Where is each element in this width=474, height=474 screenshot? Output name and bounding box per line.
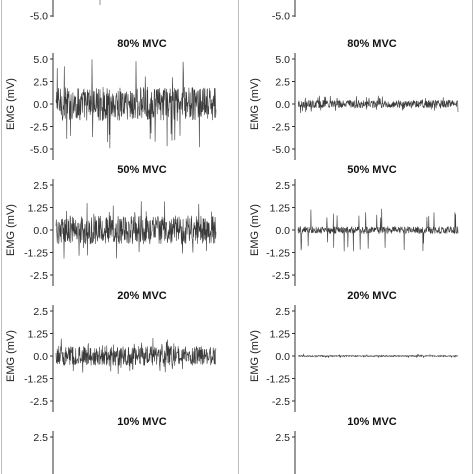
panel-title-left: 80% MVC: [117, 38, 167, 50]
tick-label: -2.5: [30, 396, 48, 408]
tick-label: -1.25: [24, 373, 48, 385]
tick-label: 2.5: [33, 306, 48, 318]
tick-label: 1.25: [270, 202, 291, 214]
y-axis-label-right: EMG (mV): [249, 78, 261, 130]
partial-top-panel: -5.0 -5.0: [30, 0, 296, 23]
emg-signal-right: [297, 95, 459, 113]
emg-signal-left: [55, 338, 217, 374]
tick-label: 0.0: [33, 225, 48, 237]
tick-label: 1.25: [270, 328, 291, 340]
tick-label: -2.5: [272, 270, 290, 282]
tick-label: -5.0: [30, 144, 48, 156]
y-axis-label-left: EMG (mV): [5, 330, 17, 382]
tick-label: 1.25: [28, 202, 49, 214]
y-axis-label-right: EMG (mV): [249, 204, 261, 256]
panel-title-right: 20% MVC: [347, 290, 397, 302]
tick-label: -2.5: [272, 396, 290, 408]
tick-label: 1.25: [28, 328, 49, 340]
tick-label: 2.5: [33, 76, 48, 88]
y-axis-label-left: EMG (mV): [5, 78, 17, 130]
tick-label: 0.0: [33, 99, 48, 111]
emg-signal-left: [55, 201, 217, 259]
emg-panels: 80% MVC 5.0 2.5 0.0 -2.5 -5.0 EMG (mV) 80% MVC 5…: [5, 38, 459, 474]
top-tick-label-left: -5.0: [30, 11, 48, 23]
tick-label: 0.0: [33, 351, 48, 363]
tick-label: -2.5: [30, 270, 48, 282]
panel-4: 10% MVC 2.5 10% MVC 2.5: [33, 416, 397, 474]
emg-signal-right: [297, 353, 459, 359]
tick-label: -1.25: [266, 247, 290, 259]
tick-label: 0.0: [275, 225, 290, 237]
y-axis-label-left: EMG (mV): [5, 204, 17, 256]
panel-title-right: 80% MVC: [347, 38, 397, 50]
tick-label: 5.0: [33, 54, 48, 66]
tick-label: 5.0: [275, 54, 290, 66]
emg-signal-right: [297, 208, 459, 252]
tick-label: 2.5: [275, 76, 290, 88]
panel-title-right: 50% MVC: [347, 164, 397, 176]
tick-label: 0.0: [275, 99, 290, 111]
tick-label: -2.5: [30, 121, 48, 133]
panel-title-left: 10% MVC: [117, 416, 167, 428]
y-axis-label-right: EMG (mV): [249, 330, 261, 382]
panel-title-left: 50% MVC: [117, 164, 167, 176]
tick-label: -1.25: [266, 373, 290, 385]
panel-title-left: 20% MVC: [117, 290, 167, 302]
tick-label: 2.5: [275, 306, 290, 318]
panel-title-right: 10% MVC: [347, 416, 397, 428]
panel-1: 80% MVC 5.0 2.5 0.0 -2.5 -5.0 EMG (mV) 80% MVC 5…: [5, 38, 459, 160]
tick-label: 2.5: [275, 180, 290, 192]
tick-label: 2.5: [33, 432, 48, 444]
panel-3: 20% MVC 2.5 1.25 0.0 -1.25 -2.5 EMG (mV) 20% MV…: [5, 290, 459, 412]
emg-signal-left: [55, 59, 217, 149]
tick-label: 2.5: [275, 432, 290, 444]
tick-label: -5.0: [272, 144, 290, 156]
tick-label: -1.25: [24, 247, 48, 259]
top-tick-label-right: -5.0: [272, 11, 290, 23]
tick-label: -2.5: [272, 121, 290, 133]
tick-label: 0.0: [275, 351, 290, 363]
tick-label: 2.5: [33, 180, 48, 192]
panel-2: 50% MVC 2.5 1.25 0.0 -1.25 -2.5 EMG (mV) 50% MV…: [5, 164, 459, 286]
